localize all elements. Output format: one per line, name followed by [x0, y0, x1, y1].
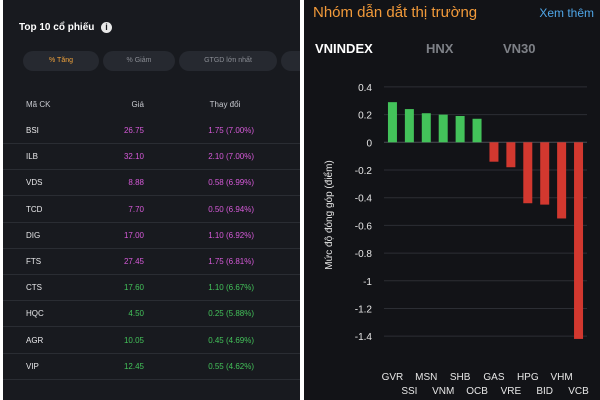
y-tick-label: 0.4 — [358, 83, 372, 94]
y-axis-label: Mức độ đóng góp (điểm) — [323, 160, 335, 270]
x-tick-label: SHB — [450, 372, 471, 383]
stock-code: TCD — [26, 204, 43, 214]
x-tick-label: HPG — [517, 372, 539, 383]
stock-code: VIP — [26, 361, 39, 371]
tab-largest-value[interactable]: GTGD lớn nhất — [179, 51, 277, 71]
stock-price: 27.45 — [123, 257, 144, 266]
stock-change: 0.25 (5.88%) — [208, 309, 254, 319]
stock-change: 0.58 (6.99%) — [208, 178, 254, 188]
y-tick-label: -0.8 — [355, 249, 373, 260]
tab-vnindex[interactable]: VNINDEX — [315, 41, 373, 56]
bar — [438, 114, 448, 143]
panel-title: Top 10 cổ phiếu — [19, 22, 95, 33]
y-tick-label: -0.6 — [355, 221, 373, 232]
tab-percent-increase[interactable]: % Tăng — [23, 51, 99, 71]
table-row[interactable]: HQC 4.50 0.25 (5.88%) — [3, 300, 300, 328]
stock-code: BSI — [26, 126, 39, 135]
x-tick-label: MSN — [415, 372, 437, 383]
table-row[interactable]: BSI 26.75 1.75 (7.00%) — [3, 117, 300, 144]
stock-code: HQC — [26, 309, 44, 319]
y-tick-label: -1.2 — [355, 304, 373, 315]
x-tick-label: SSI — [401, 386, 417, 397]
table-row[interactable]: AGR 10.05 0.45 (4.69%) — [3, 327, 300, 354]
x-tick-label: VCB — [568, 386, 589, 397]
tab-more[interactable] — [281, 51, 300, 71]
stock-code: VDS — [26, 178, 43, 188]
bar — [421, 113, 431, 143]
tab-hnx[interactable]: HNX — [426, 41, 454, 56]
x-tick-label: VNM — [432, 386, 454, 397]
x-tick-label: GVR — [382, 372, 404, 383]
stock-change: 1.75 (6.81%) — [208, 257, 254, 266]
column-header-price: Giá — [131, 100, 144, 109]
bar — [472, 118, 482, 143]
stock-price: 12.45 — [123, 361, 144, 371]
column-header-code: Mã CK — [26, 100, 51, 109]
stock-code: DIG — [26, 230, 41, 240]
table-row[interactable]: ILB 32.10 2.10 (7.00%) — [3, 143, 300, 171]
table-row[interactable]: DIG 17.00 1.10 (6.92%) — [3, 222, 300, 249]
x-tick-label: OCB — [466, 386, 488, 397]
market-leaders-panel: Nhóm dẫn dắt thị trường Xem thêm VNINDEX… — [304, 0, 600, 400]
y-tick-label: 0.2 — [358, 111, 372, 122]
bar — [540, 142, 550, 205]
contribution-chart: 0.4 0.2 0 -0.2 -0.4 -0.6 -0.8 -1 -1.2 -1.4 Mức độ … — [323, 83, 589, 397]
bar — [489, 142, 499, 162]
top-stocks-panel: Top 10 cổ phiếu i % Tăng % Giảm GTGD lớn… — [3, 0, 300, 400]
bar — [557, 142, 567, 219]
bar — [404, 109, 414, 143]
x-tick-label: GAS — [483, 372, 504, 383]
bar — [523, 142, 533, 204]
stock-price: 4.50 — [128, 309, 144, 319]
see-more-link[interactable]: Xem thêm — [539, 6, 594, 20]
table-row[interactable]: TCD 7.70 0.50 (6.94%) — [3, 196, 300, 223]
stock-price: 8.88 — [128, 178, 144, 188]
stock-price: 10.05 — [123, 335, 144, 345]
stock-code: FTS — [26, 257, 42, 266]
stock-change: 1.10 (6.92%) — [208, 230, 254, 240]
x-tick-label: VRE — [501, 386, 522, 397]
y-tick-label: -1 — [363, 277, 372, 288]
bar — [506, 142, 516, 168]
table-row[interactable]: CTS 17.60 1.10 (6.67%) — [3, 274, 300, 302]
x-tick-label: VHM — [551, 372, 573, 383]
stock-price: 7.70 — [128, 204, 144, 214]
y-tick-label: -1.4 — [355, 332, 373, 343]
stock-change: 0.45 (4.69%) — [208, 335, 254, 345]
stock-change: 2.10 (7.00%) — [208, 152, 254, 162]
column-header-change: Thay đổi — [209, 100, 241, 109]
bar — [387, 102, 397, 143]
stock-change: 0.55 (4.62%) — [208, 361, 254, 371]
stock-price: 32.10 — [123, 152, 144, 162]
y-tick-label: 0 — [366, 138, 372, 149]
stock-price: 17.60 — [123, 283, 144, 293]
bar — [455, 116, 465, 143]
stock-price: 26.75 — [123, 126, 144, 135]
stock-price: 17.00 — [123, 230, 144, 240]
stock-code: CTS — [26, 283, 42, 293]
y-tick-label: -0.2 — [355, 166, 373, 177]
tab-vn30[interactable]: VN30 — [503, 41, 536, 56]
stock-change: 1.75 (7.00%) — [208, 126, 254, 135]
y-tick-label: -0.4 — [355, 194, 373, 205]
x-tick-label: BID — [536, 386, 553, 397]
stock-change: 0.50 (6.94%) — [208, 204, 254, 214]
tab-percent-decrease[interactable]: % Giảm — [103, 51, 175, 71]
info-icon[interactable]: i — [101, 22, 112, 33]
filter-tabs: % Tăng % Giảm GTGD lớn nhất — [23, 51, 300, 71]
panel-title: Nhóm dẫn dắt thị trường — [313, 4, 478, 21]
table-row[interactable]: VDS 8.88 0.58 (6.99%) — [3, 169, 300, 197]
bar — [574, 142, 584, 339]
stock-code: ILB — [26, 152, 39, 162]
stock-code: AGR — [26, 335, 44, 345]
table-row[interactable]: FTS 27.45 1.75 (6.81%) — [3, 248, 300, 275]
stock-change: 1.10 (6.67%) — [208, 283, 254, 293]
table-row[interactable]: VIP 12.45 0.55 (4.62%) — [3, 353, 300, 380]
